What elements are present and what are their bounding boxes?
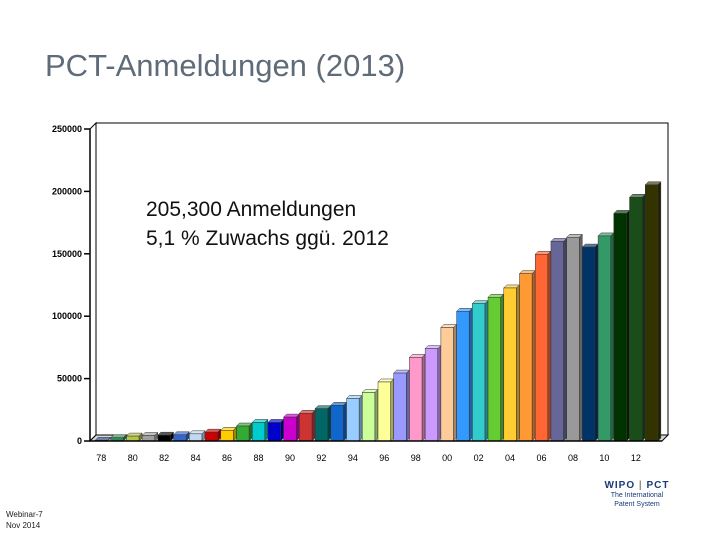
x-tick-label: 98 [411, 453, 421, 463]
x-tick-label: 10 [599, 453, 609, 463]
bar-1987 [235, 422, 253, 442]
bar-1991 [298, 409, 316, 442]
x-tick-label: 90 [285, 453, 295, 463]
x-tick-label: 02 [474, 453, 484, 463]
bar-1990 [283, 413, 300, 442]
bar-1999 [424, 345, 442, 442]
bar-1992 [314, 405, 332, 442]
x-tick-label: 06 [537, 453, 547, 463]
bar-2002 [471, 300, 489, 442]
logo-subtitle-1: The International [610, 492, 664, 499]
webinar-date: Nov 2014 [6, 521, 41, 530]
y-tick-label: 100000 [52, 311, 82, 321]
x-tick-label: 08 [568, 453, 578, 463]
bar-2009 [581, 243, 599, 442]
y-tick-label: 150000 [52, 249, 82, 259]
bar-2004 [503, 284, 520, 442]
chart-wall-left [89, 121, 97, 443]
chart-annotation: 205,300 Anmeldungen 5,1 % Zuwachs ggü. 2… [146, 195, 389, 253]
bar-2012 [628, 193, 646, 442]
bar-2005 [518, 270, 536, 442]
x-tick-label: 82 [159, 453, 169, 463]
bar-1995 [361, 388, 379, 442]
x-tick-label: 88 [254, 453, 264, 463]
bar-1997 [393, 369, 410, 442]
bar-1989 [267, 418, 285, 442]
x-tick-label: 92 [316, 453, 326, 463]
bar-1986 [220, 426, 237, 442]
page-title: PCT-Anmeldungen (2013) [45, 48, 406, 83]
x-tick-label: 96 [379, 453, 389, 463]
y-tick-label: 0 [77, 436, 82, 446]
x-tick-label: 00 [442, 453, 452, 463]
y-tick-label: 50000 [57, 374, 82, 384]
x-tick-label: 94 [348, 453, 358, 463]
bar-2011 [613, 209, 631, 442]
x-tick-label: 80 [128, 453, 138, 463]
annotation-line-2: 5,1 % Zuwachs ggü. 2012 [146, 227, 389, 250]
bar-1985 [204, 428, 222, 442]
x-tick-label: 78 [96, 453, 106, 463]
bar-1988 [251, 418, 269, 442]
webinar-note: Webinar-7 Nov 2014 [6, 509, 43, 531]
webinar-label: Webinar-7 [6, 510, 43, 519]
annotation-line-1: 205,300 Anmeldungen [146, 198, 357, 221]
bar-2006 [534, 250, 552, 442]
x-tick-label: 04 [505, 453, 515, 463]
x-tick-label: 84 [191, 453, 201, 463]
bar-1981 [141, 431, 159, 442]
bar-2001 [456, 307, 473, 442]
x-tick-label: 12 [631, 453, 641, 463]
logo-wipo: WIPO [604, 480, 636, 491]
bar-2008 [566, 233, 583, 442]
logo-separator: | [638, 480, 643, 491]
bar-1996 [377, 378, 395, 442]
wipo-pct-logo: WIPO | PCT The International Patent Syst… [592, 480, 682, 509]
x-tick-label: 86 [222, 453, 232, 463]
bar-1998 [408, 353, 426, 442]
y-tick-label: 250000 [52, 124, 82, 134]
bar-1980 [125, 432, 143, 442]
bar-2007 [550, 237, 568, 442]
y-tick-label: 200000 [52, 186, 82, 196]
bar-1982 [157, 431, 175, 442]
bar-1993 [330, 401, 348, 442]
logo-pct: PCT [646, 480, 670, 491]
bar-2010 [597, 232, 615, 442]
bar-2013 [644, 181, 662, 442]
bar-2003 [487, 293, 505, 442]
logo-subtitle-2: Patent System [614, 501, 660, 508]
bar-1984 [188, 430, 206, 442]
bar-1994 [345, 394, 363, 442]
wipo-logo-text: WIPO | PCT [592, 480, 682, 491]
bar-1979 [110, 434, 127, 442]
bar-1983 [173, 431, 190, 442]
bar-2000 [440, 323, 458, 442]
